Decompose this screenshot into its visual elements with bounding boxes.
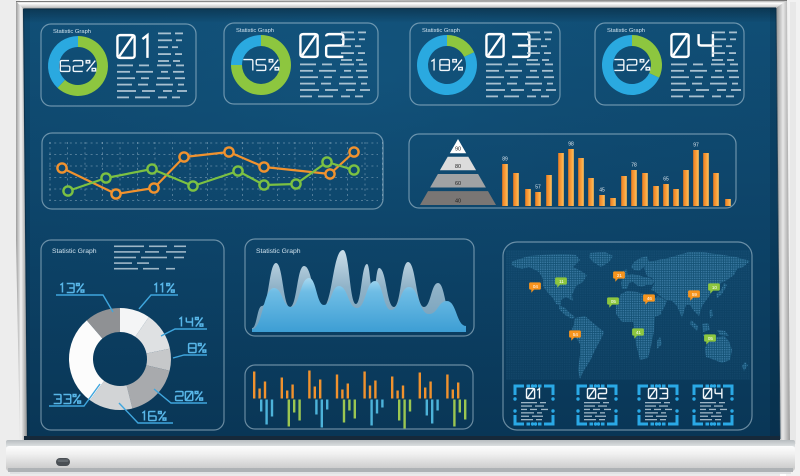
svg-text:10: 10 xyxy=(712,285,718,290)
svg-text:Statistic Graph: Statistic Graph xyxy=(607,28,645,34)
svg-text:11: 11 xyxy=(559,279,564,284)
svg-text:57: 57 xyxy=(535,185,541,191)
svg-text:45: 45 xyxy=(599,188,605,194)
svg-text:98: 98 xyxy=(568,142,574,148)
svg-text:21: 21 xyxy=(617,273,623,278)
svg-text:90: 90 xyxy=(455,147,461,153)
svg-text:Statistic Graph: Statistic Graph xyxy=(53,29,91,35)
svg-text:41: 41 xyxy=(636,330,642,335)
svg-text:Statistic Graph: Statistic Graph xyxy=(422,28,460,34)
svg-text:65: 65 xyxy=(663,177,669,183)
svg-text:59: 59 xyxy=(692,292,698,297)
svg-text:97: 97 xyxy=(693,143,699,149)
svg-text:60: 60 xyxy=(455,181,461,187)
svg-text:89: 89 xyxy=(502,157,508,163)
svg-text:80: 80 xyxy=(455,164,461,170)
svg-text:54: 54 xyxy=(573,332,579,337)
svg-text:Statistic Graph: Statistic Graph xyxy=(236,28,274,34)
svg-text:Statistic Graph: Statistic Graph xyxy=(52,248,97,255)
svg-text:78: 78 xyxy=(631,163,637,169)
svg-text:46: 46 xyxy=(647,296,653,301)
svg-text:Statistic Graph: Statistic Graph xyxy=(256,248,301,255)
svg-text:05: 05 xyxy=(708,336,714,341)
svg-text:40: 40 xyxy=(455,199,461,205)
svg-text:05: 05 xyxy=(611,299,617,304)
svg-text:04: 04 xyxy=(533,284,539,289)
